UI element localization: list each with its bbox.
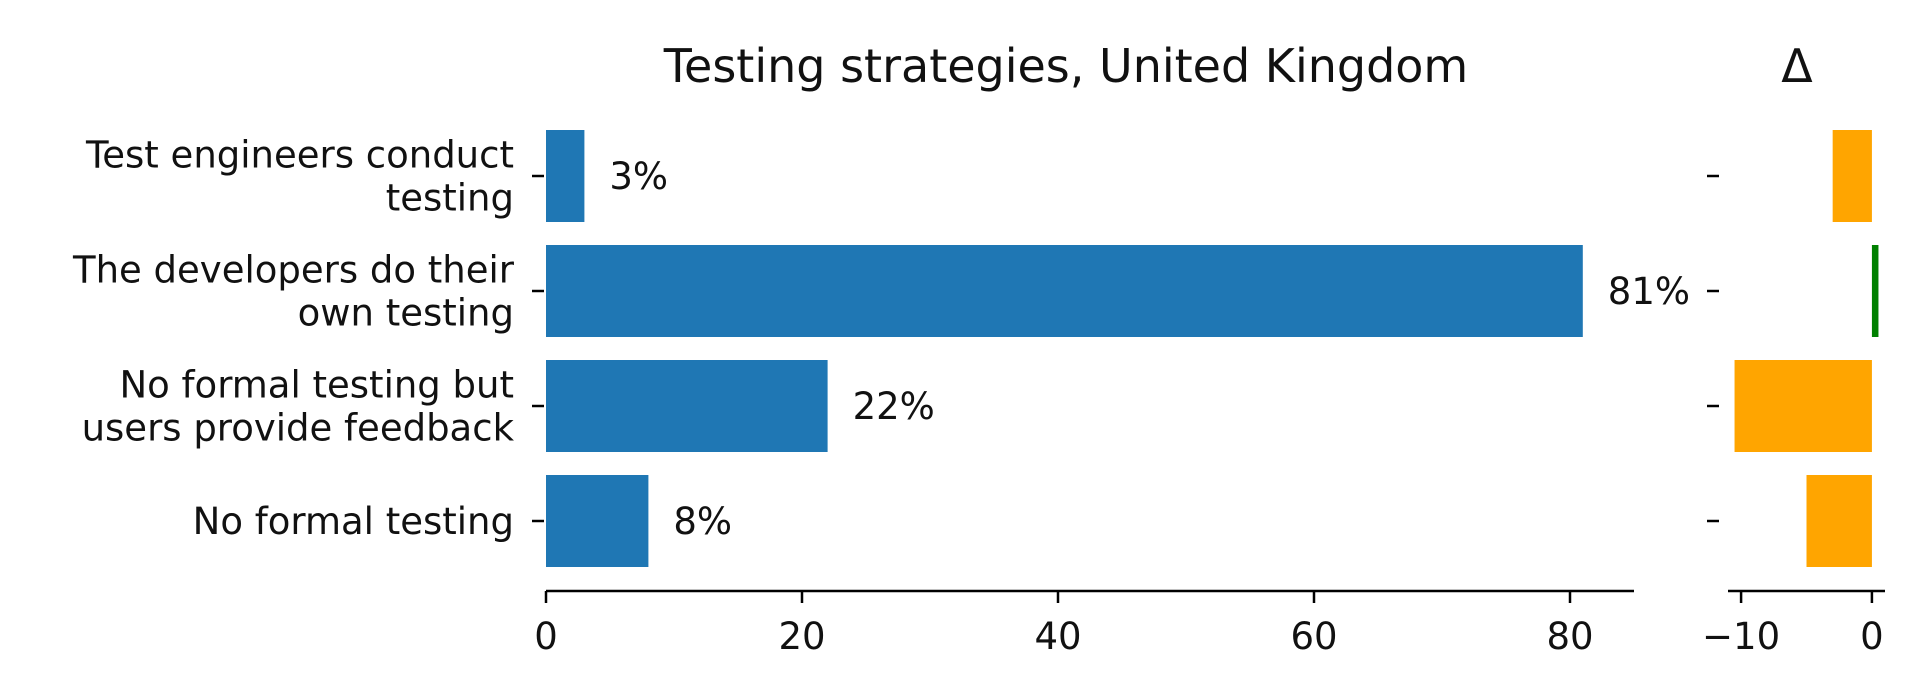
delta-bar-0 [1832,130,1872,222]
value-label-1: 81% [1608,270,1690,313]
delta-bar-3 [1806,475,1872,567]
category-label-line: No formal testing but [119,364,514,407]
delta-x-tick-label-1: 0 [1860,615,1884,658]
x-tick-label-0: 0 [534,615,558,658]
delta-axes: −10 0 [1702,174,1885,658]
bar-1 [546,245,1583,337]
value-label-0: 3% [609,155,668,198]
category-label-line: users provide feedback [82,407,515,450]
bar-2 [546,360,828,452]
category-label-line: testing [386,177,514,220]
delta-bar-group [1734,130,1879,567]
bar-3 [546,475,649,567]
value-label-3: 8% [673,500,732,543]
x-tick-label-4: 80 [1546,615,1593,658]
category-label-1: The developers do their own testing [72,249,515,335]
category-label-line: The developers do their [72,249,515,292]
category-label-line: own testing [298,292,514,335]
main-chart-title: Testing strategies, United Kingdom [663,39,1468,93]
category-label-line: No formal testing [193,500,514,543]
x-tick-label-2: 40 [1034,615,1081,658]
x-tick-label-1: 20 [778,615,825,658]
main-axes: Test engineers conduct testing The develop… [72,134,1634,658]
category-label-line: Test engineers conduct [85,134,514,177]
x-tick-label-3: 60 [1290,615,1337,658]
main-bar-group: 3% 81% 22% 8% [546,130,1690,567]
bar-0 [546,130,585,222]
category-label-2: No formal testing but users provide feedb… [82,364,515,450]
delta-bar-2 [1734,360,1872,452]
delta-bar-1 [1871,245,1879,337]
delta-chart-title: Δ [1781,39,1813,93]
category-label-3: No formal testing [193,500,514,543]
value-label-2: 22% [853,385,935,428]
category-label-0: Test engineers conduct testing [85,134,514,220]
delta-x-tick-label-0: −10 [1702,615,1780,658]
